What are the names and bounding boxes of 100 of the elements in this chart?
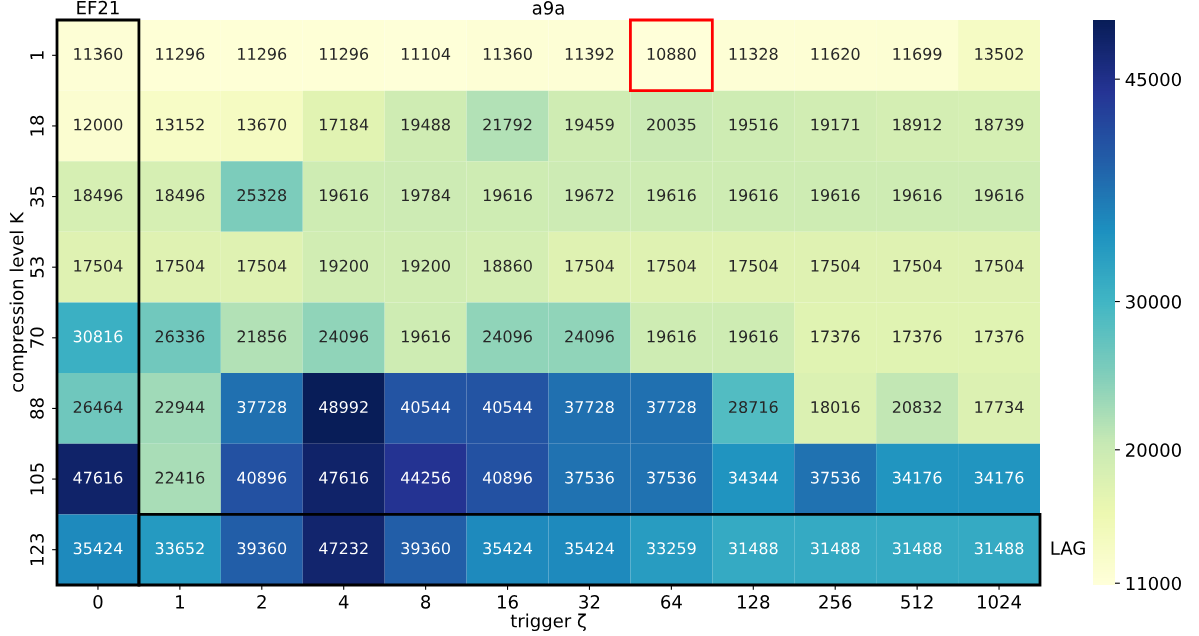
data-label: 17504 (156, 259, 205, 272)
data-label: 19171 (811, 118, 860, 131)
color-bar-label: 11000 (1126, 576, 1181, 591)
y-tick-label: 1 (30, 51, 44, 60)
data-label: 18496 (74, 189, 123, 202)
data-label: 17504 (729, 259, 778, 272)
data-label: 25328 (237, 189, 287, 202)
x-tick-label: 1 (176, 595, 184, 609)
data-label: 30816 (73, 330, 123, 343)
data-label: 26336 (155, 330, 205, 343)
data-label: 31488 (729, 542, 778, 555)
data-label: 26464 (73, 400, 123, 414)
data-label: 19516 (729, 118, 778, 131)
data-label: 47616 (73, 471, 123, 484)
data-label: 11104 (401, 47, 451, 60)
data-label: 11620 (811, 47, 860, 60)
data-label: 11699 (893, 47, 942, 60)
data-label: 19616 (647, 330, 696, 343)
data-label: 11360 (483, 47, 532, 60)
x-tick-label: 2 (257, 595, 266, 609)
data-label: 33652 (155, 542, 204, 555)
data-label: 44256 (401, 471, 451, 484)
data-label: 47616 (319, 471, 369, 484)
data-label: 17184 (320, 118, 369, 131)
data-label: 11296 (156, 47, 205, 60)
data-label: 17376 (893, 330, 942, 343)
x-tick-label: 256 (819, 595, 852, 609)
text: LAG (1051, 541, 1085, 555)
data-label: 22416 (155, 471, 205, 484)
data-label: 39360 (237, 542, 287, 555)
data-label: 19672 (565, 189, 614, 202)
data-label: 13502 (975, 47, 1023, 60)
data-label: 40544 (482, 400, 533, 414)
data-label: 37536 (565, 471, 614, 484)
color-bar-label: 45000 (1125, 72, 1181, 87)
data-label: 19200 (320, 259, 369, 272)
data-label: 33259 (647, 542, 696, 555)
x-tick-label: 32 (579, 595, 600, 609)
data-label: 17504 (238, 259, 287, 272)
data-label: 19616 (483, 189, 532, 202)
data-label: 28716 (729, 400, 778, 414)
data-label: 17504 (893, 259, 942, 272)
data-label: 24096 (565, 330, 614, 343)
y-tick-label: 70 (30, 327, 44, 348)
data-label: 35424 (483, 542, 533, 555)
data-label: 19616 (893, 189, 942, 202)
x-tick-label: 512 (901, 595, 933, 609)
data-label: 31488 (892, 542, 942, 555)
y-tick-label: 123 (30, 533, 44, 565)
data-label: 19616 (647, 189, 696, 202)
y-tick-label: 53 (30, 257, 44, 278)
data-label: 13152 (156, 118, 204, 131)
text: EF21 (77, 0, 119, 15)
data-label: 21856 (237, 330, 287, 343)
data-label: 12000 (74, 118, 123, 131)
data-label: 34344 (729, 471, 778, 484)
data-label: 39360 (401, 542, 450, 555)
data-label: 18860 (483, 259, 532, 272)
data-label: 40544 (401, 400, 451, 414)
data-label: 19616 (729, 189, 778, 202)
data-label: 35424 (565, 542, 614, 555)
y-tick-label: 88 (30, 398, 44, 419)
chart-title: a9a (532, 1, 564, 15)
data-label: 19784 (401, 189, 451, 202)
x-tick-label: 1024 (978, 595, 1021, 609)
x-tick-label: 64 (661, 595, 682, 609)
y-tick-label: 35 (30, 186, 44, 207)
data-label: 19616 (811, 189, 860, 202)
data-label: 17376 (811, 330, 860, 343)
data-label: 19616 (401, 330, 451, 343)
data-label: 18912 (893, 118, 941, 131)
data-label: 11360 (74, 47, 123, 60)
data-label: 24096 (483, 330, 532, 343)
data-label: 18739 (975, 118, 1024, 131)
x-axis-title: trigger ζ (510, 613, 586, 632)
data-label: 21792 (483, 118, 532, 131)
data-label: 31488 (974, 542, 1024, 555)
data-label: 40896 (237, 471, 287, 484)
data-label: 17504 (74, 259, 123, 272)
data-label: 17504 (565, 259, 614, 272)
data-label: 17376 (975, 330, 1024, 343)
data-label: 11392 (565, 47, 614, 60)
data-label: 34176 (892, 471, 942, 484)
data-label: 19459 (565, 118, 614, 131)
color-bar-label: 20000 (1126, 443, 1181, 457)
data-label: 19488 (401, 118, 450, 131)
data-label: 19616 (320, 189, 369, 202)
data-label: 10880 (647, 47, 696, 60)
data-label: 47232 (319, 542, 368, 555)
data-label: 19200 (401, 259, 450, 272)
data-label: 37536 (647, 471, 696, 484)
color-bar-label: 30000 (1126, 295, 1181, 309)
x-tick-label: 4 (338, 595, 349, 609)
x-tick-label: 0 (93, 595, 103, 609)
data-label: 40896 (482, 471, 532, 484)
y-tick-label: 18 (30, 115, 44, 136)
data-label: 31488 (811, 542, 860, 555)
data-label: 13670 (238, 118, 287, 131)
data-label: 35424 (73, 542, 123, 555)
data-label: 37728 (237, 400, 287, 414)
